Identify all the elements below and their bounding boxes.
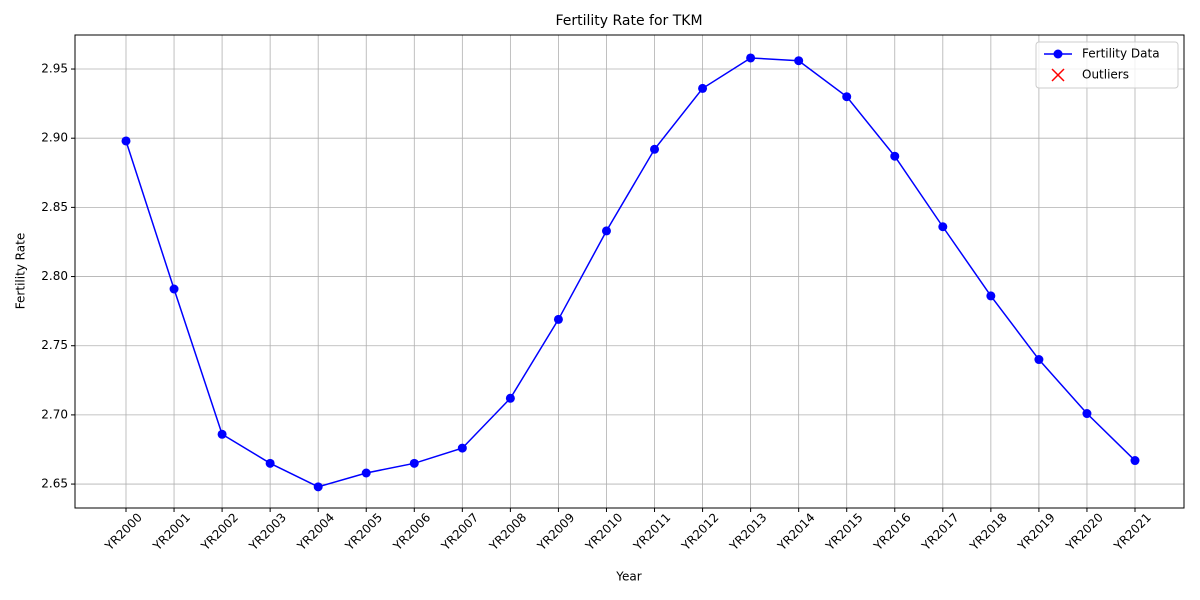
marker: [1130, 456, 1140, 466]
y-tick-label: 2.65: [41, 477, 68, 491]
legend-label: Fertility Data: [1082, 47, 1160, 61]
marker: [121, 136, 131, 146]
y-tick-label: 2.80: [41, 269, 68, 283]
marker: [409, 458, 419, 468]
y-tick-label: 2.85: [41, 200, 68, 214]
marker: [457, 443, 467, 453]
legend-label: Outliers: [1082, 68, 1129, 82]
y-tick-label: 2.75: [41, 338, 68, 352]
grid: [71, 35, 1184, 512]
marker: [601, 226, 611, 236]
marker: [938, 222, 948, 232]
marker: [842, 92, 852, 102]
marker: [794, 56, 804, 66]
y-tick-label: 2.70: [41, 407, 68, 421]
y-axis-label: Fertility Rate: [14, 233, 28, 309]
marker: [217, 429, 227, 439]
marker: [746, 53, 756, 63]
marker: [1053, 49, 1063, 59]
marker: [265, 458, 275, 468]
marker: [650, 144, 660, 154]
chart-title: Fertility Rate for TKM: [555, 13, 702, 29]
marker: [313, 482, 323, 492]
marker: [890, 151, 900, 161]
marker: [505, 393, 515, 403]
plot: [121, 53, 1140, 492]
marker: [1051, 68, 1065, 82]
plot-frame: [74, 34, 1185, 509]
y-tick-label: 2.90: [41, 131, 68, 145]
marker: [1082, 409, 1092, 419]
marker: [698, 83, 708, 93]
marker: [553, 314, 563, 324]
series-line: [125, 57, 1136, 488]
legend: Fertility Data Outliers: [1035, 41, 1179, 89]
marker-stroke: [1051, 68, 1065, 82]
marker: [986, 291, 996, 301]
y-tick-label: 2.95: [41, 62, 68, 76]
x-axis-label: Year: [615, 570, 641, 584]
marker: [169, 284, 179, 294]
marker: [1034, 355, 1044, 365]
marker: [361, 468, 371, 478]
